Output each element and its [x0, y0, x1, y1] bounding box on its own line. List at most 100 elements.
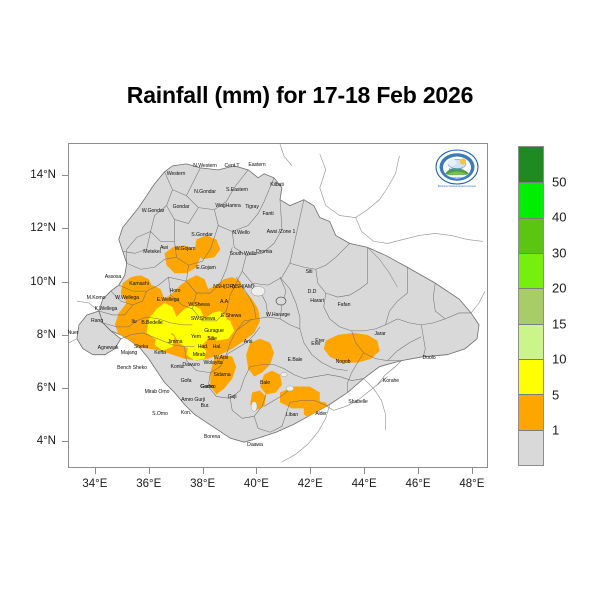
zone-boundaries — [98, 167, 472, 433]
zone-label: Bench Sheko — [117, 365, 147, 371]
y-tick-label: 8°N — [36, 328, 56, 341]
zone-label: Doolo — [422, 355, 436, 361]
y-tick-mark — [62, 281, 68, 283]
ethiopia-map — [69, 144, 486, 463]
zone-label: S.Gondar — [191, 232, 213, 238]
zone-label: Awsi /Zone 1 — [266, 229, 296, 235]
zone-label: Hal. — [212, 344, 222, 350]
zone-label: Assosa — [104, 274, 122, 280]
zone-label: Wolayita — [203, 360, 223, 366]
zone-label: NSH(AM) — [232, 284, 254, 290]
zone-label: E.Gojam — [196, 265, 216, 271]
colorbar-tick-label: 30 — [552, 245, 567, 261]
zone-label: Gofa — [180, 378, 192, 384]
colorbar[interactable] — [518, 146, 544, 466]
colorbar-band[interactable] — [519, 147, 543, 183]
zone-label: NSH(OR) — [213, 284, 235, 290]
colorbar-band[interactable] — [519, 323, 543, 359]
zone-label: Fanti — [262, 211, 274, 217]
zone-label: N.Western — [193, 163, 217, 169]
zone-label: E.Wellega — [156, 297, 180, 303]
zone-label: Oromia — [255, 249, 273, 255]
zone-label: M.Komo — [86, 295, 106, 301]
zone-label: Had. — [197, 344, 209, 350]
zone-label: N.Gondar — [194, 189, 216, 195]
zone-label: Gondar — [172, 204, 190, 210]
zone-label: Bur. — [200, 403, 210, 409]
colorbar-band[interactable] — [519, 429, 543, 465]
zone-label: Daawa — [247, 442, 263, 448]
colorbar-band[interactable] — [519, 288, 543, 324]
zone-label: SW.Shewa — [190, 316, 216, 322]
zone-label: Borena — [203, 434, 221, 440]
y-tick-mark — [62, 441, 68, 443]
x-tick-mark — [148, 468, 150, 474]
zone-label: S.Omo — [152, 411, 168, 417]
zone-label: Arsi — [243, 339, 253, 345]
zone-label: Silte — [207, 336, 217, 342]
colorbar-tick-label: 20 — [552, 280, 567, 296]
zone-label: Keffa — [154, 350, 166, 356]
x-tick-mark — [418, 468, 419, 474]
zone-label: W.Shewa — [188, 302, 210, 308]
zone-label: B.Bedelle — [141, 320, 163, 326]
map-axes[interactable] — [68, 143, 488, 468]
x-tick-mark — [310, 468, 312, 474]
zone-label: Dawuro — [182, 362, 200, 368]
colorbar-band[interactable] — [519, 217, 543, 253]
colorbar-band[interactable] — [519, 394, 543, 430]
x-tick-mark — [471, 468, 473, 474]
colorbar-tick-label: 15 — [552, 316, 567, 332]
x-tick-label: 38°E — [190, 478, 216, 490]
x-tick-mark — [364, 468, 366, 474]
zone-label: Korahe — [382, 378, 400, 384]
zone-label: Nuer — [67, 330, 79, 336]
zone-label: Harari — [310, 298, 324, 304]
zone-label: Erer — [315, 338, 325, 344]
zone-label: Agnewak — [97, 345, 119, 351]
colorbar-tick-label: 1 — [552, 422, 560, 438]
x-tick-label: 42°E — [297, 478, 323, 490]
gambella-lobe — [76, 310, 122, 356]
neighbouring-borders — [69, 144, 486, 463]
zone-label: N.Wello — [232, 230, 250, 236]
zone-label: Rang — [90, 318, 104, 324]
zone-label: Cent.T — [224, 163, 240, 169]
rainfall-band-5-10 — [146, 303, 235, 361]
colorbar-tick-label: 10 — [552, 351, 567, 367]
zone-label: Sheka — [133, 344, 149, 350]
svg-text:Ethiopian Meteorological Insti: Ethiopian Meteorological Institute — [438, 184, 477, 188]
colorbar-band[interactable] — [519, 252, 543, 289]
zone-label: Mirab Omo — [144, 389, 170, 395]
zone-label: Gurague — [204, 328, 224, 334]
y-tick-label: 10°N — [30, 275, 56, 288]
x-tick-mark — [94, 468, 96, 474]
zone-label: Awi — [160, 245, 168, 251]
zone-label: Liban — [285, 412, 299, 418]
country-base — [98, 163, 480, 443]
zone-label: Tigray — [245, 204, 259, 210]
x-tick-label: 36°E — [136, 478, 162, 490]
y-tick-mark — [62, 228, 68, 230]
x-tick-mark — [256, 468, 258, 474]
colorbar-tick-label: 40 — [552, 209, 567, 225]
zone-label: Kilbati — [270, 182, 284, 188]
zone-label: Bale — [260, 380, 270, 386]
colorbar-band[interactable] — [519, 182, 543, 218]
zone-label: WagHamra — [215, 203, 241, 209]
zone-label: Yem — [191, 334, 201, 340]
ethiopian-meteorological-institute-logo: Ethiopian Meteorological Institute — [424, 148, 490, 190]
x-tick-label: 40°E — [243, 478, 269, 490]
zone-label: Shabelle — [348, 399, 368, 405]
colorbar-band[interactable] — [519, 358, 543, 395]
zone-label: E.Bale — [287, 357, 303, 363]
zone-label: W.Arsi — [213, 355, 229, 361]
colorbar-tick-label: 50 — [552, 174, 567, 190]
y-tick-mark — [62, 334, 68, 336]
zone-label: Kon. — [180, 410, 192, 416]
zone-label: D.D — [307, 289, 317, 295]
zone-label: Siti — [305, 269, 313, 275]
zone-label: Nogob — [335, 359, 351, 365]
zone-label: Majang — [120, 350, 138, 356]
